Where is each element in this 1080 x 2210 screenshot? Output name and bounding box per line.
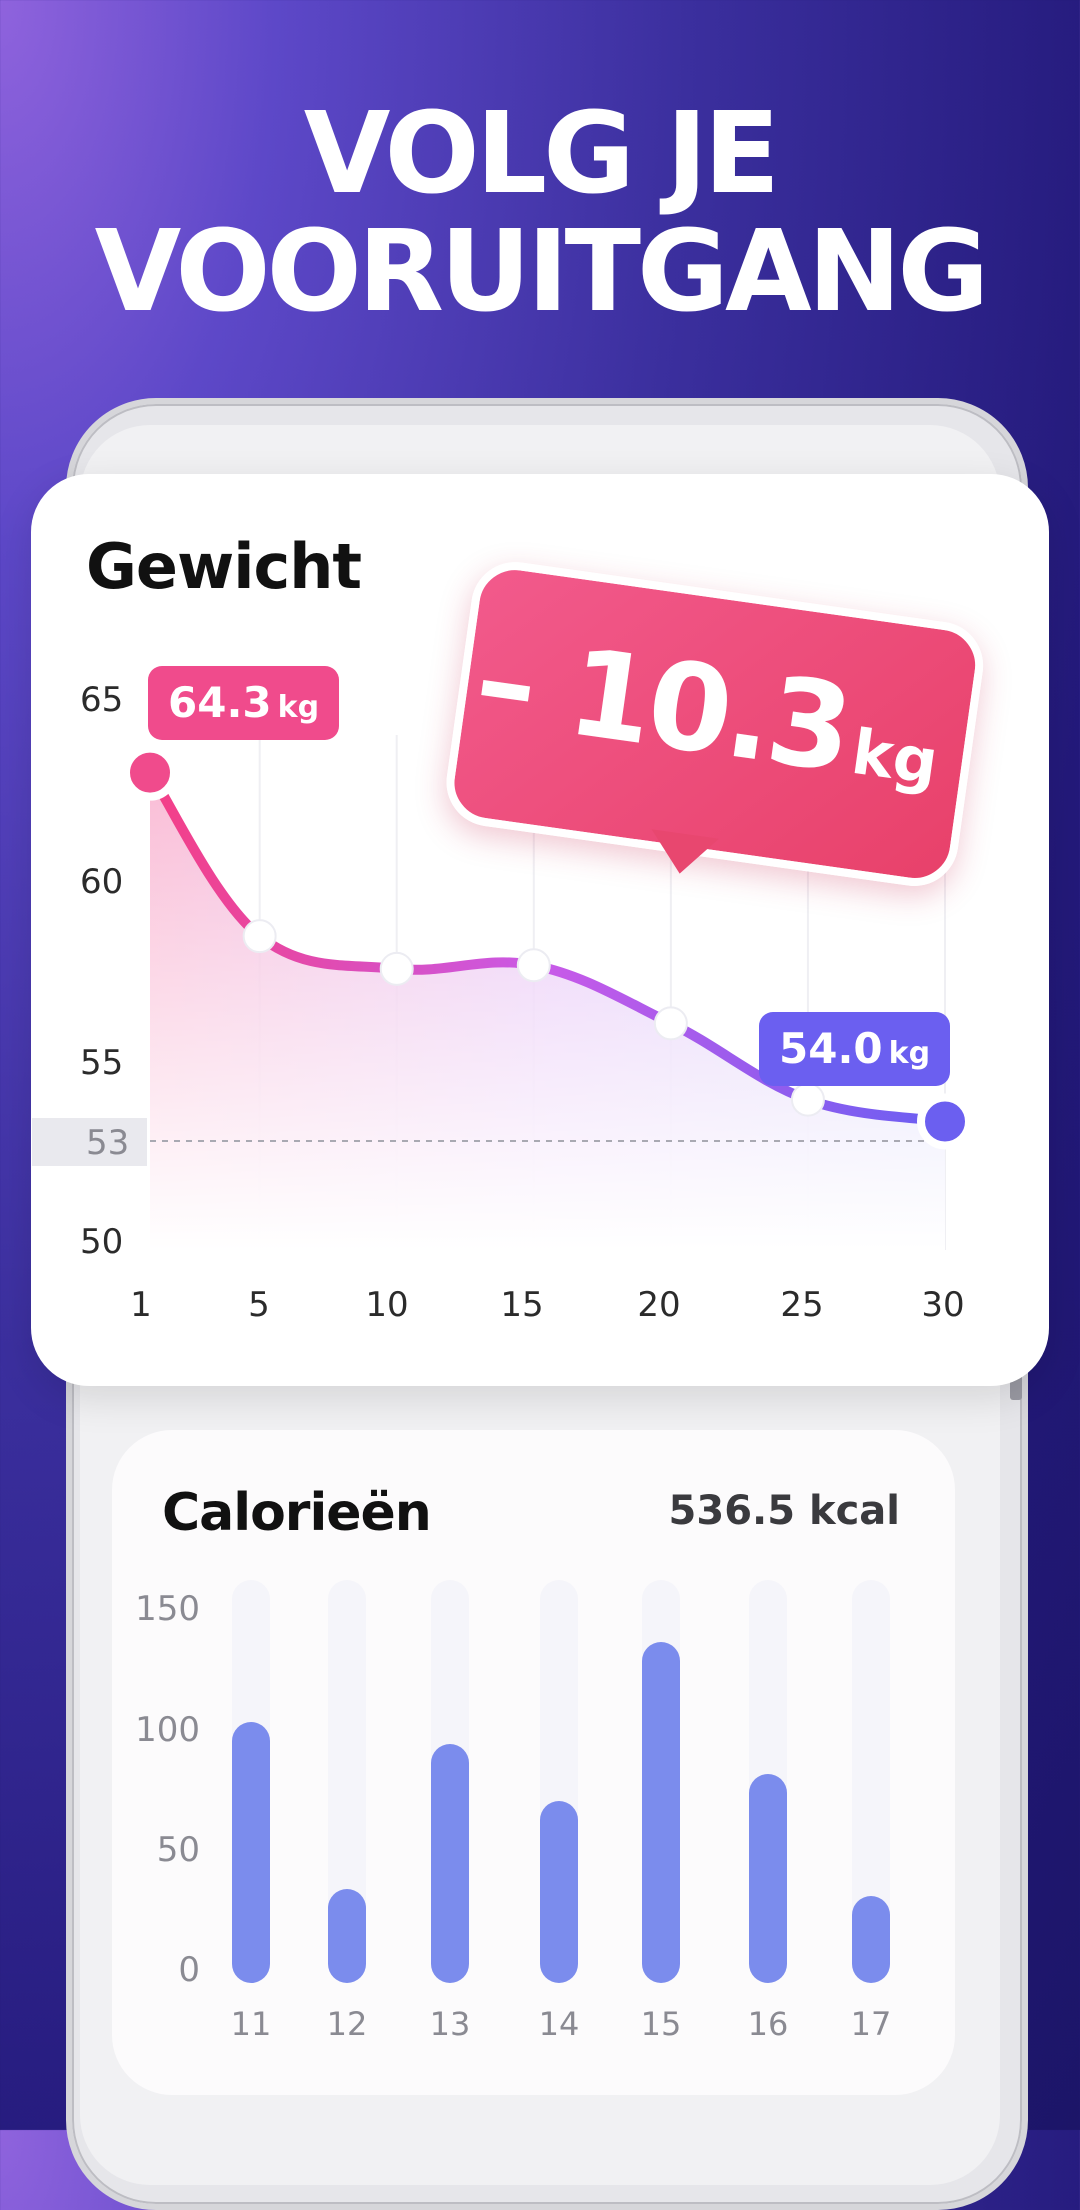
weight-point — [790, 1082, 825, 1117]
weight-y-tick: 60 — [80, 862, 124, 902]
weight-y-tick: 50 — [80, 1222, 124, 1262]
weight-title: Gewicht — [86, 530, 362, 603]
end-weight-tag: 54.0 kg — [759, 1012, 951, 1086]
weight-x-tick: 10 — [365, 1285, 409, 1325]
calories-x-tick: 16 — [747, 2005, 789, 2043]
calories-bar — [540, 1801, 578, 1983]
calories-x-tick: 13 — [429, 2005, 471, 2043]
calories-total: 536.5 kcal — [668, 1488, 900, 1534]
weight-point — [242, 919, 277, 954]
start-weight-value: 64.3 — [168, 678, 272, 727]
weight-x-tick: 1 — [130, 1285, 152, 1325]
weight-point — [653, 1006, 688, 1041]
calories-y-tick: 0 — [178, 1950, 200, 1990]
weight-x-tick: 15 — [500, 1285, 544, 1325]
start-weight-unit: kg — [277, 690, 320, 725]
weight-area-fade — [150, 772, 945, 1250]
headline: VOLG JE VOORUITGANG — [0, 95, 1080, 331]
weight-change-unit: kg — [847, 714, 943, 800]
weight-x-tick: 20 — [637, 1285, 681, 1325]
weight-x-tick: 30 — [921, 1285, 965, 1325]
calories-y-tick: 50 — [156, 1830, 200, 1870]
headline-line-2: VOORUITGANG — [94, 207, 990, 337]
calories-y-tick: 100 — [135, 1710, 200, 1750]
calories-bar — [232, 1721, 270, 1983]
weight-x-tick: 25 — [780, 1285, 824, 1325]
weight-point — [917, 1093, 973, 1150]
calories-bar — [749, 1774, 787, 1983]
end-weight-value: 54.0 — [779, 1024, 883, 1073]
headline-line-1: VOLG JE — [303, 89, 780, 219]
weight-chart — [122, 735, 973, 1250]
start-weight-tag: 64.3 kg — [148, 666, 340, 740]
calories-x-tick: 12 — [326, 2005, 368, 2043]
calories-bar — [431, 1744, 469, 1983]
weight-point — [122, 744, 178, 801]
target-weight-highlight — [32, 1118, 147, 1166]
calories-bar — [642, 1642, 680, 1983]
weight-y-tick: 55 — [80, 1043, 124, 1083]
calories-title: Calorieën — [162, 1483, 432, 1543]
calories-y-tick: 150 — [135, 1589, 200, 1629]
weight-y-tick: 65 — [80, 680, 124, 720]
end-weight-unit: kg — [888, 1036, 931, 1071]
calories-x-tick: 14 — [538, 2005, 580, 2043]
calories-bar — [852, 1895, 890, 1983]
target-weight-label: 53 — [86, 1123, 130, 1163]
calories-x-tick: 15 — [640, 2005, 682, 2043]
weight-point — [516, 948, 551, 983]
calories-bar — [328, 1888, 366, 1983]
calories-x-tick: 17 — [850, 2005, 892, 2043]
calories-x-tick: 11 — [230, 2005, 272, 2043]
weight-x-tick: 5 — [248, 1285, 270, 1325]
weight-point — [379, 951, 414, 986]
